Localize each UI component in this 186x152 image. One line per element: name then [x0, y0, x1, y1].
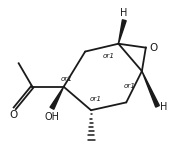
Text: or1: or1 — [90, 97, 102, 102]
Text: H: H — [160, 102, 167, 112]
Text: OH: OH — [44, 112, 59, 122]
Text: or1: or1 — [61, 76, 73, 82]
Polygon shape — [142, 71, 159, 107]
Text: or1: or1 — [103, 54, 115, 59]
Text: H: H — [120, 8, 127, 18]
Text: O: O — [9, 110, 17, 120]
Text: O: O — [149, 43, 158, 53]
Polygon shape — [118, 20, 126, 44]
Polygon shape — [50, 87, 64, 109]
Text: or1: or1 — [124, 83, 136, 89]
